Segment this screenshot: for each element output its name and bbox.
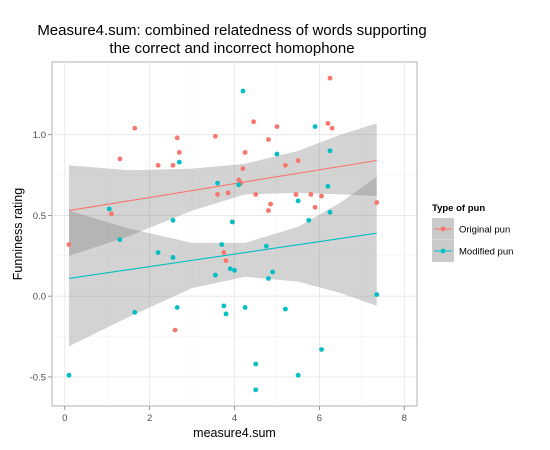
modified-pun-fit-line xyxy=(68,232,377,279)
modified-pun-point xyxy=(155,250,161,255)
confidence-bands xyxy=(68,123,377,347)
modified-pun-point xyxy=(221,303,227,309)
original-pun-point xyxy=(253,192,259,197)
original-pun-point xyxy=(329,125,335,131)
x-tick-label: 8 xyxy=(402,413,407,424)
axis-ticks: 0 2 4 6 8 -0.5 0.0 0.5 1.0 xyxy=(30,130,407,424)
original-pun-point xyxy=(172,327,178,333)
y-tick-label: 0.5 xyxy=(33,211,46,222)
modified-pun-point xyxy=(176,159,182,165)
modified-pun-point xyxy=(219,242,225,247)
x-tick-label: 4 xyxy=(232,413,237,424)
y-tick-label: 0.0 xyxy=(33,292,46,303)
modified-pun-point xyxy=(283,306,288,312)
x-axis-title: measure4.sum xyxy=(193,426,276,440)
original-pun-point xyxy=(132,125,138,131)
modified-pun-point xyxy=(319,347,324,352)
x-tick-label: 2 xyxy=(147,413,152,424)
modified-pun-point xyxy=(266,276,271,281)
original-pun-point xyxy=(174,135,180,141)
modified-pun-point xyxy=(229,219,235,225)
data-points xyxy=(66,75,380,393)
original-pun-point xyxy=(319,193,324,199)
modified-pun-point xyxy=(374,292,380,297)
legend-keys: Original pun Modified pun xyxy=(431,217,513,263)
original-pun-point xyxy=(312,204,318,210)
x-tick-label: 6 xyxy=(317,413,322,424)
legend-key-point xyxy=(440,226,446,232)
y-axis-title: Funniness rating xyxy=(11,188,25,280)
legend: Type of pun Original pun Modified pun xyxy=(431,203,513,263)
modified-pun-point xyxy=(170,255,176,260)
modified-pun-confidence-band xyxy=(68,176,377,347)
modified-pun-point xyxy=(327,209,333,215)
y-tick-label: 1.0 xyxy=(33,130,46,141)
modified-pun-point xyxy=(306,217,312,223)
original-pun-point xyxy=(242,150,248,155)
modified-pun-point xyxy=(253,361,259,367)
modified-pun-point xyxy=(274,151,280,157)
original-pun-point xyxy=(221,250,227,255)
original-pun-point xyxy=(295,158,301,163)
modified-pun-point xyxy=(66,372,72,378)
original-pun-point xyxy=(283,162,288,168)
modified-pun-point xyxy=(312,124,318,130)
original-pun-point xyxy=(213,133,218,139)
x-tick-label: 0 xyxy=(62,413,67,424)
original-pun-point xyxy=(170,162,176,168)
modified-pun-point xyxy=(270,269,276,275)
grid-lines xyxy=(52,62,417,406)
original-pun-point xyxy=(327,75,333,81)
modified-pun-point xyxy=(253,387,259,393)
legend-label-original-pun: Original pun xyxy=(459,225,510,236)
original-pun-point xyxy=(225,190,231,196)
original-pun-point xyxy=(293,192,299,197)
chart-title-line2: the correct and incorrect homophone xyxy=(109,40,354,57)
legend-label-modified-pun: Modified pun xyxy=(459,247,513,258)
original-pun-point xyxy=(268,201,273,207)
original-pun-point xyxy=(176,150,182,155)
original-pun-point xyxy=(374,200,380,205)
legend-title: Type of pun xyxy=(432,203,485,214)
modified-pun-point xyxy=(242,305,248,310)
original-pun-point xyxy=(266,208,271,213)
original-pun-confidence-band xyxy=(68,123,377,256)
modified-pun-point xyxy=(327,148,333,154)
y-tick-label: -0.5 xyxy=(30,372,46,383)
modified-pun-point xyxy=(295,198,301,204)
modified-pun-point xyxy=(240,88,246,94)
original-pun-point xyxy=(274,124,280,130)
modified-pun-point xyxy=(106,206,112,212)
modified-pun-point xyxy=(232,267,237,273)
modified-pun-point xyxy=(227,266,233,272)
original-pun-point xyxy=(117,156,123,162)
modified-pun-point xyxy=(325,183,331,189)
original-pun-point xyxy=(109,211,114,217)
chart-title-line1: Measure4.sum: combined relatedness of wo… xyxy=(37,22,426,39)
original-pun-fit-line xyxy=(68,159,377,212)
original-pun-point xyxy=(240,166,246,171)
modified-pun-point xyxy=(170,217,176,223)
original-pun-point xyxy=(308,192,314,197)
modified-pun-point xyxy=(295,372,301,378)
modified-pun-point xyxy=(132,309,138,315)
original-pun-point xyxy=(155,162,161,168)
original-pun-point xyxy=(223,258,229,264)
modified-pun-point xyxy=(117,237,123,243)
modified-pun-point xyxy=(223,311,229,317)
original-pun-point xyxy=(66,242,72,247)
fit-lines xyxy=(68,159,377,279)
modified-pun-point xyxy=(215,180,220,186)
modified-pun-point xyxy=(213,272,218,278)
original-pun-point xyxy=(251,119,256,125)
original-pun-point xyxy=(266,137,271,142)
original-pun-point xyxy=(215,192,220,197)
modified-pun-point xyxy=(236,182,242,188)
modified-pun-point xyxy=(174,305,180,310)
original-pun-point xyxy=(325,120,331,126)
legend-key-point xyxy=(440,248,446,254)
modified-pun-point xyxy=(263,243,269,249)
